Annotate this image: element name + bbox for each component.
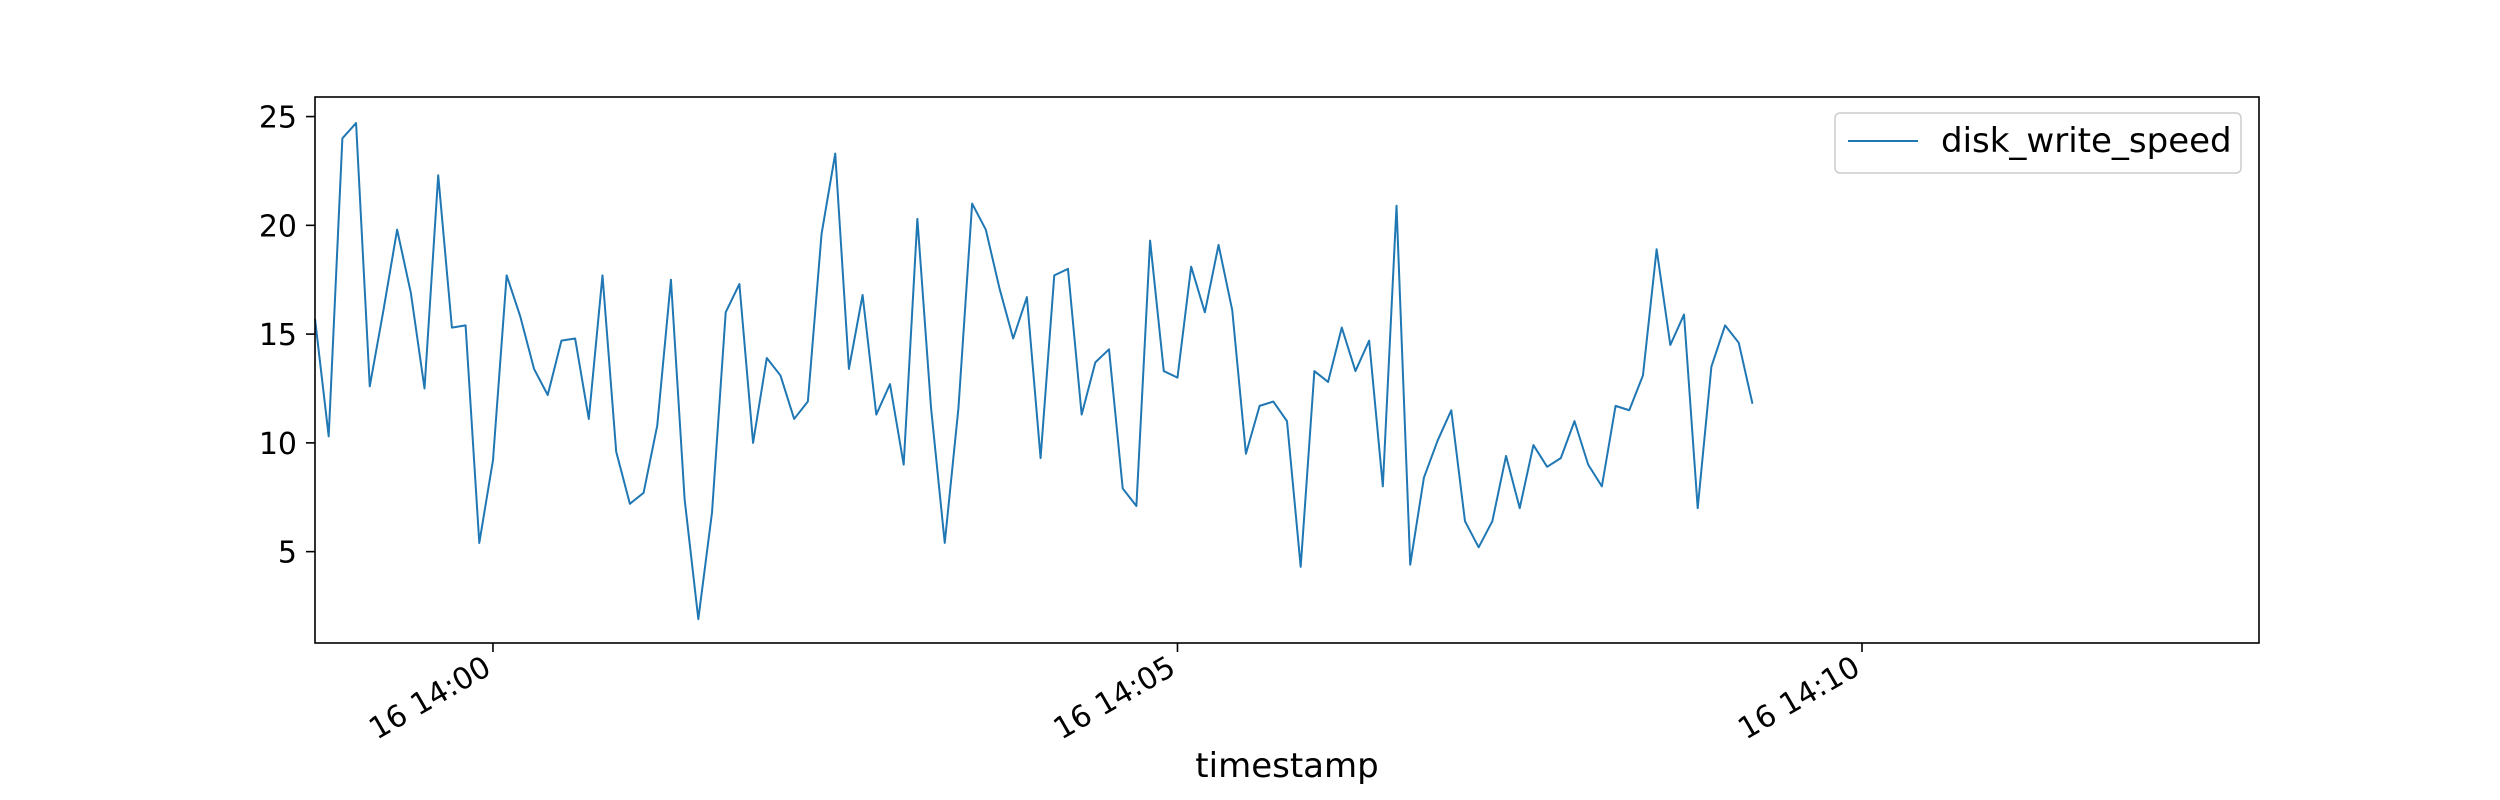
legend: disk_write_speed bbox=[1834, 112, 2242, 174]
legend-box bbox=[1834, 112, 2242, 174]
y-tick-label: 20 bbox=[259, 209, 297, 244]
y-tick-label: 10 bbox=[259, 427, 297, 462]
y-axis: 5 10 15 20 25 bbox=[259, 101, 315, 571]
y-tick-label: 5 bbox=[278, 536, 297, 571]
series-line-disk_write_speed bbox=[314, 122, 1754, 621]
series-layer bbox=[314, 122, 1754, 621]
y-tick-label: 25 bbox=[259, 101, 297, 136]
plot-area bbox=[315, 97, 2259, 643]
x-tick-label: 16 14:10 bbox=[1732, 650, 1866, 747]
plot-frame bbox=[314, 96, 2260, 644]
legend-label: disk_write_speed bbox=[1941, 121, 2232, 161]
x-tick-label: 16 14:00 bbox=[363, 650, 497, 747]
y-tick-label: 15 bbox=[259, 318, 297, 353]
x-axis: 16 14:00 16 14:05 16 14:10 bbox=[363, 643, 1866, 747]
x-axis-label: timestamp bbox=[1195, 746, 1378, 786]
x-tick-label: 16 14:05 bbox=[1048, 650, 1182, 747]
